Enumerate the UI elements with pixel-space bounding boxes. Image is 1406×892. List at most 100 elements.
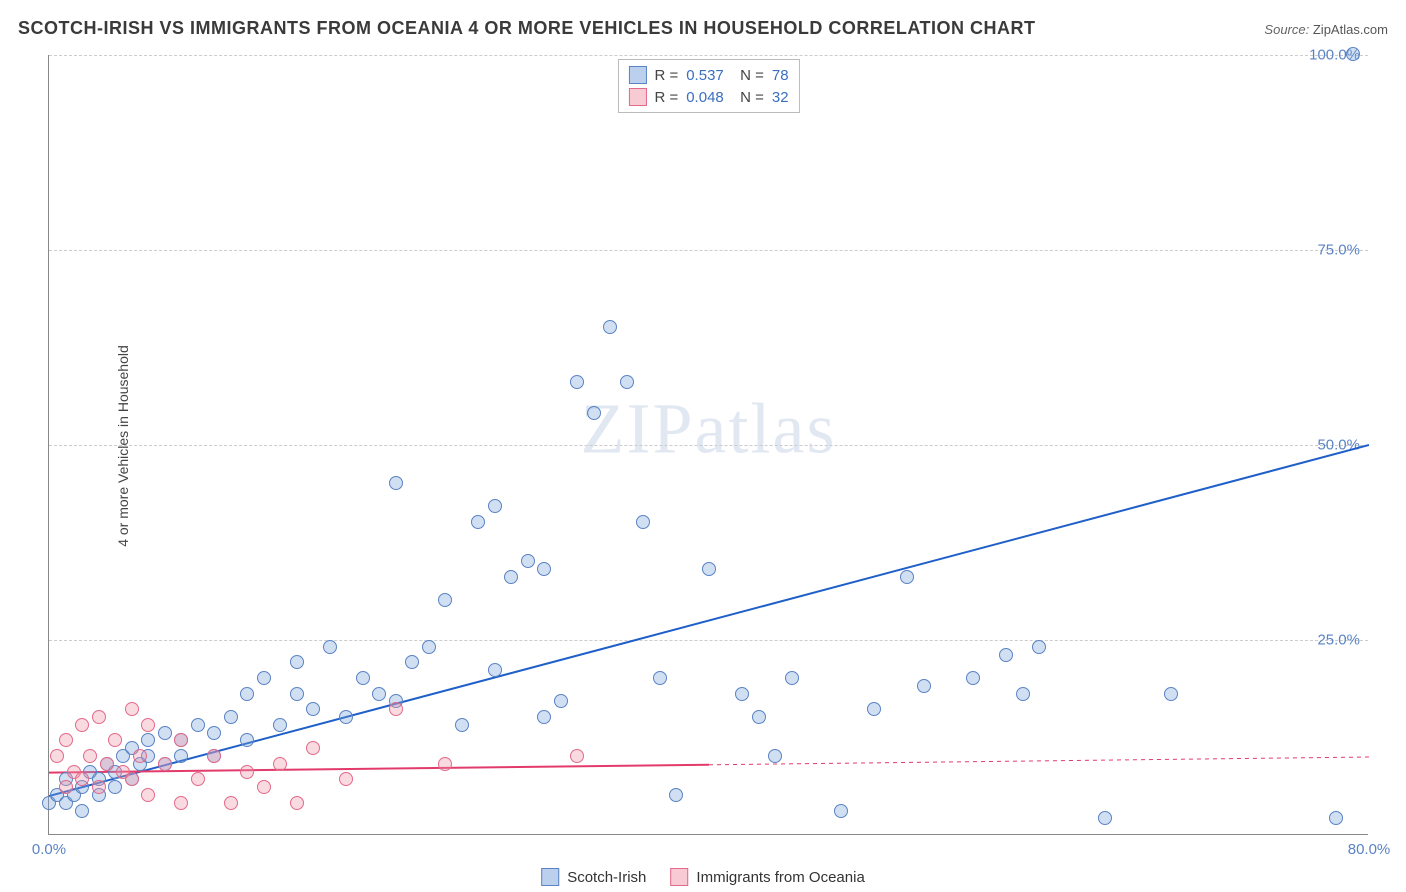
y-tick-label: 25.0% xyxy=(1317,632,1360,649)
data-point xyxy=(108,733,122,747)
data-point xyxy=(50,749,64,763)
data-point xyxy=(158,726,172,740)
data-point xyxy=(1098,811,1112,825)
data-point xyxy=(92,780,106,794)
data-point xyxy=(141,718,155,732)
data-point xyxy=(1164,687,1178,701)
data-point xyxy=(191,718,205,732)
stats-row-2: R = 0.048 N = 32 xyxy=(628,86,788,108)
data-point xyxy=(521,554,535,568)
data-point xyxy=(273,757,287,771)
data-point xyxy=(620,375,634,389)
data-point xyxy=(158,757,172,771)
swatch-pink xyxy=(670,868,688,886)
x-tick-label: 80.0% xyxy=(1348,841,1391,858)
data-point xyxy=(141,788,155,802)
data-point xyxy=(273,718,287,732)
data-point xyxy=(735,687,749,701)
gridline xyxy=(49,55,1368,56)
source-label: Source: xyxy=(1264,22,1309,37)
data-point xyxy=(570,375,584,389)
data-point xyxy=(125,772,139,786)
legend: Scotch-Irish Immigrants from Oceania xyxy=(541,868,865,886)
data-point xyxy=(224,796,238,810)
data-point xyxy=(438,593,452,607)
data-point xyxy=(1016,687,1030,701)
data-point xyxy=(174,749,188,763)
data-point xyxy=(669,788,683,802)
data-point xyxy=(587,406,601,420)
data-point xyxy=(257,671,271,685)
swatch-pink xyxy=(628,88,646,106)
data-point xyxy=(537,710,551,724)
data-point xyxy=(504,570,518,584)
scatter-plot: ZIPatlas R = 0.537 N = 78 R = 0.048 N = … xyxy=(48,55,1368,835)
legend-label-1: Scotch-Irish xyxy=(567,869,646,886)
data-point xyxy=(653,671,667,685)
data-point xyxy=(133,749,147,763)
data-point xyxy=(290,796,304,810)
data-point xyxy=(1329,811,1343,825)
data-point xyxy=(785,671,799,685)
data-point xyxy=(59,733,73,747)
gridline xyxy=(49,250,1368,251)
data-point xyxy=(455,718,469,732)
data-point xyxy=(207,726,221,740)
data-point xyxy=(389,476,403,490)
stat-n-value-2: 32 xyxy=(772,89,789,106)
data-point xyxy=(207,749,221,763)
data-point xyxy=(224,710,238,724)
data-point xyxy=(1032,640,1046,654)
data-point xyxy=(240,687,254,701)
gridline xyxy=(49,640,1368,641)
data-point xyxy=(174,796,188,810)
data-point xyxy=(306,741,320,755)
data-point xyxy=(372,687,386,701)
stat-r-value-1: 0.537 xyxy=(686,67,724,84)
data-point xyxy=(125,702,139,716)
data-point xyxy=(92,710,106,724)
chart-title: SCOTCH-IRISH VS IMMIGRANTS FROM OCEANIA … xyxy=(18,18,1036,39)
data-point xyxy=(191,772,205,786)
y-tick-label: 50.0% xyxy=(1317,437,1360,454)
data-point xyxy=(323,640,337,654)
data-point xyxy=(405,655,419,669)
x-tick-label: 0.0% xyxy=(32,841,66,858)
data-point xyxy=(488,663,502,677)
data-point xyxy=(471,515,485,529)
data-point xyxy=(867,702,881,716)
data-point xyxy=(174,733,188,747)
data-point xyxy=(554,694,568,708)
data-point xyxy=(339,710,353,724)
data-point xyxy=(752,710,766,724)
swatch-blue xyxy=(541,868,559,886)
swatch-blue xyxy=(628,66,646,84)
data-point xyxy=(240,765,254,779)
data-point xyxy=(100,757,114,771)
data-point xyxy=(570,749,584,763)
data-point xyxy=(422,640,436,654)
source-value: ZipAtlas.com xyxy=(1313,22,1388,37)
data-point xyxy=(438,757,452,771)
stat-n-label: N = xyxy=(732,89,764,106)
data-point xyxy=(75,772,89,786)
legend-item-2: Immigrants from Oceania xyxy=(670,868,864,886)
data-point xyxy=(702,562,716,576)
data-point xyxy=(290,655,304,669)
legend-label-2: Immigrants from Oceania xyxy=(696,869,864,886)
watermark: ZIPatlas xyxy=(581,387,837,470)
y-tick-label: 75.0% xyxy=(1317,242,1360,259)
data-point xyxy=(356,671,370,685)
stat-r-value-2: 0.048 xyxy=(686,89,724,106)
stat-n-label: N = xyxy=(732,67,764,84)
gridline xyxy=(49,445,1368,446)
data-point xyxy=(488,499,502,513)
data-point xyxy=(834,804,848,818)
data-point xyxy=(141,733,155,747)
stat-r-label: R = xyxy=(654,89,678,106)
stats-row-1: R = 0.537 N = 78 xyxy=(628,64,788,86)
data-point xyxy=(636,515,650,529)
data-point xyxy=(83,749,97,763)
legend-item-1: Scotch-Irish xyxy=(541,868,646,886)
data-point xyxy=(389,702,403,716)
